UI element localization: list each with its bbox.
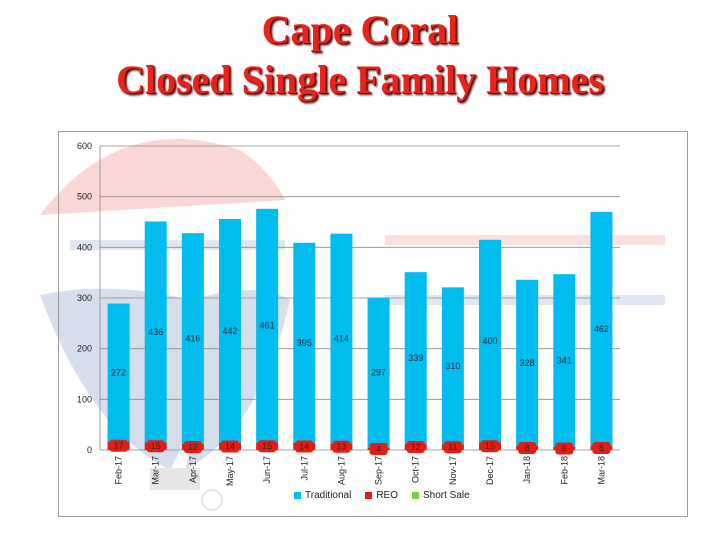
data-label-reo: 6 (562, 443, 567, 453)
x-tick-label: Feb-18 (559, 456, 569, 485)
x-tick-label: Sep-17 (374, 456, 384, 485)
data-label-traditional: 400 (482, 336, 497, 346)
data-label-reo-background (406, 440, 425, 453)
bar-traditional (367, 297, 390, 448)
data-label-reo: 14 (299, 441, 309, 451)
data-label-traditional: 395 (297, 338, 312, 348)
data-label-reo: 15 (262, 441, 272, 451)
data-label-traditional: 442 (222, 326, 237, 336)
data-label-reo-background (555, 442, 574, 455)
x-tick-label: Mar-18 (596, 456, 606, 485)
y-tick-label: 0 (87, 445, 92, 455)
data-label-reo: 8 (599, 443, 604, 453)
legend-swatch-reo (365, 492, 373, 499)
x-tick-label: Jan-18 (522, 456, 532, 484)
legend-label-traditional: Traditional (305, 490, 352, 501)
x-tick-label: Dec-17 (485, 456, 495, 485)
chart-title-line-1: Cape Coral (261, 7, 459, 52)
bar-traditional (441, 287, 464, 445)
data-label-traditional: 341 (557, 356, 572, 366)
data-label-traditional: 339 (408, 353, 423, 363)
bar-traditional (404, 272, 427, 444)
data-label-reo-background (592, 441, 611, 454)
legend-item-traditional: Traditional (294, 490, 351, 501)
bar-traditional (293, 242, 316, 443)
data-label-reo-background (146, 440, 165, 453)
bar-traditional (479, 239, 501, 443)
data-label-reo-background (443, 441, 462, 454)
data-label-reo: 15 (485, 441, 495, 451)
legend-item-short-sale: Short Sale (412, 490, 470, 501)
data-label-reo: 17 (114, 441, 124, 451)
x-tick-label: Nov-17 (448, 456, 458, 485)
data-label-reo-background (295, 440, 314, 453)
data-label-reo-background (332, 440, 351, 453)
data-label-traditional: 310 (445, 361, 460, 371)
x-tick-label: Feb-17 (114, 456, 124, 485)
bar-traditional (516, 279, 539, 446)
y-tick-label: 300 (77, 293, 92, 303)
x-tick-label: Mar-17 (151, 456, 161, 485)
chart-frame (58, 131, 688, 517)
y-tick-label: 400 (77, 242, 92, 252)
data-label-reo-background (221, 440, 239, 453)
legend-label-reo: REO (376, 490, 398, 501)
bar-traditional (144, 221, 167, 443)
legend-item-reo: REO (365, 490, 398, 501)
data-label-reo-background (369, 442, 388, 455)
legend-swatch-traditional (294, 492, 301, 499)
legend-label-short-sale: Short Sale (423, 490, 470, 501)
x-tick-label: Jun-17 (262, 456, 272, 484)
bar-traditional (553, 274, 576, 447)
data-label-reo: 4 (376, 444, 381, 454)
x-tick-label: Oct-17 (411, 456, 421, 483)
y-tick-label: 500 (77, 192, 92, 202)
data-label-traditional: 272 (111, 367, 126, 377)
data-label-reo-background (109, 439, 128, 452)
x-axis-ticks: Feb-17 Mar-17 Apr-17 May-17 Jun-17 Jul-17 Aug-… (114, 456, 607, 486)
data-label-reo: 12 (411, 442, 421, 452)
bar-traditional (590, 211, 613, 446)
data-label-traditional: 297 (371, 368, 386, 378)
data-label-reo: 8 (525, 443, 530, 453)
data-label-reo: 13 (336, 442, 346, 452)
data-label-traditional: 461 (260, 321, 275, 331)
x-tick-label: Apr-17 (188, 456, 198, 483)
grid-lines (99, 145, 620, 451)
x-tick-label: May-17 (225, 456, 235, 486)
y-tick-label: 100 (77, 394, 92, 404)
bar-traditional (330, 233, 353, 444)
x-tick-label: Aug-17 (336, 456, 346, 485)
legend: Traditional REO Short Sale (294, 490, 470, 501)
data-label-reo-background (183, 440, 202, 453)
y-tick-label: 600 (77, 141, 92, 151)
data-label-traditional: 462 (594, 324, 609, 334)
data-label-reo-background (481, 440, 499, 453)
bar-traditional (107, 303, 130, 442)
data-label-traditional: 436 (148, 327, 163, 337)
data-label-reo-background (258, 440, 277, 453)
x-tick-label: Jul-17 (299, 456, 309, 481)
data-label-reo: 14 (225, 441, 235, 451)
data-label-traditional: 416 (185, 334, 200, 344)
bar-traditional (181, 233, 204, 444)
y-tick-label: 200 (77, 344, 92, 354)
data-label-reo: 11 (448, 442, 457, 452)
data-label-traditional: 414 (334, 334, 349, 344)
bar-traditional (256, 208, 279, 443)
data-label-reo-background (518, 441, 537, 454)
data-label-traditional: 328 (520, 358, 535, 368)
chart-title-line-2: Closed Single Family Homes (116, 57, 604, 102)
data-label-reo: 12 (188, 442, 198, 452)
legend-swatch-short-sale (412, 492, 419, 499)
data-label-reo: 15 (151, 441, 161, 451)
bars: 17 272 15 436 12 416 14 442 15 461 14 395 13 414 4 297 1… (107, 208, 613, 455)
bar-traditional (219, 218, 241, 443)
y-axis-ticks: 0 100 200 300 400 500 600 (77, 141, 92, 455)
